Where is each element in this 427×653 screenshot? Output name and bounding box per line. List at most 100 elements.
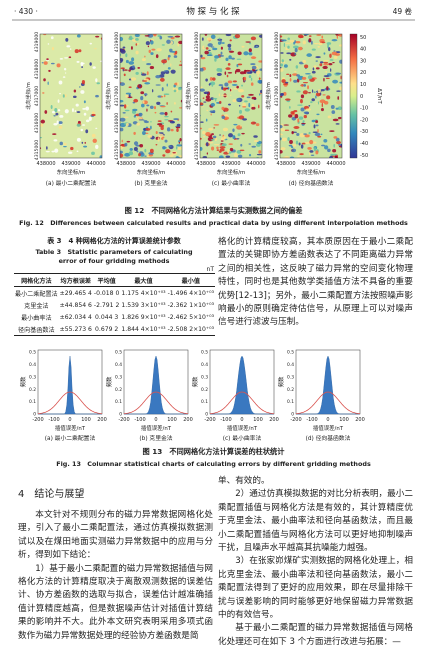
map-texture: [40, 34, 102, 158]
anomaly-blob: [151, 48, 156, 51]
anomaly-blob: [142, 80, 148, 82]
anomaly-blob: [200, 146, 203, 151]
anomaly-blob: [57, 109, 61, 112]
anomaly-blob: [144, 155, 147, 157]
anomaly-blob: [239, 149, 245, 152]
histogram-bars: [210, 355, 274, 415]
anomaly-blob: [170, 63, 172, 67]
anomaly-blob: [219, 146, 226, 149]
anomaly-blob: [200, 88, 205, 92]
anomaly-blob: [283, 42, 286, 48]
anomaly-blob: [280, 52, 284, 54]
anomaly-blob: [200, 127, 203, 130]
anomaly-blob: [331, 51, 338, 56]
anomaly-blob: [51, 47, 55, 51]
anomaly-blob: [291, 148, 297, 153]
colorbar-tick-label: 30: [360, 58, 366, 64]
anomaly-blob: [210, 97, 214, 100]
anomaly-blob: [305, 108, 311, 111]
x-tick-label: 100: [253, 417, 263, 423]
anomaly-blob: [340, 143, 342, 148]
anomaly-blob: [295, 140, 299, 145]
anomaly-blob: [250, 36, 257, 41]
y-axis-label: 频数: [19, 376, 27, 387]
anomaly-blob: [129, 147, 133, 151]
table-cell: -2.362 1×10⁺⁰³: [167, 301, 215, 309]
anomaly-blob: [92, 66, 96, 69]
y-tick-label: 0.2: [287, 387, 294, 393]
anomaly-blob: [283, 64, 288, 68]
anomaly-blob: [227, 43, 232, 48]
anomaly-blob: [167, 67, 171, 70]
anomaly-blob: [245, 41, 251, 43]
anomaly-blob: [218, 155, 224, 158]
x-tick-label: 440000: [246, 161, 265, 167]
anomaly-blob: [286, 73, 290, 76]
paragraph: 2）通过仿真模拟数据的对比分析表明，最小二乘配置插值与网格化方法是有效的，其计算…: [218, 489, 413, 554]
x-axis-label: 东向坐标/m: [297, 168, 326, 176]
anomaly-blob: [333, 136, 338, 139]
anomaly-blob: [56, 120, 59, 125]
anomaly-blob: [40, 147, 42, 150]
anomaly-blob: [216, 68, 221, 72]
anomaly-blob: [239, 109, 243, 114]
y-tick-label: 0.3: [29, 374, 36, 380]
anomaly-blob: [243, 51, 249, 56]
anomaly-blob: [212, 135, 217, 139]
anomaly-blob: [303, 111, 309, 114]
anomaly-blob: [100, 37, 102, 40]
anomaly-blob: [149, 65, 155, 70]
x-tick-label: -200: [204, 417, 215, 423]
histogram-panel: -200 -100 0 100 200 0.5 0.4 0.3 0.2 0.1 0 频数插值误差/nT…: [19, 350, 107, 442]
anomaly-blob: [337, 116, 342, 120]
anomaly-blob: [128, 69, 131, 72]
anomaly-blob: [62, 76, 66, 78]
anomaly-blob: [226, 74, 229, 78]
anomaly-blob: [150, 52, 154, 55]
colorbar-tick-label: -50: [360, 153, 368, 159]
anomaly-blob: [216, 146, 219, 150]
anomaly-blob: [41, 62, 44, 64]
x-tick-label: 0: [326, 417, 329, 423]
anomaly-blob: [146, 71, 149, 76]
anomaly-blob: [317, 101, 320, 105]
anomaly-blob: [76, 137, 81, 142]
colorbar-tick-label: 50: [360, 35, 366, 41]
anomaly-blob: [333, 143, 335, 148]
anomaly-blob: [253, 139, 259, 143]
x-tick-label: 439000: [141, 161, 160, 167]
x-tick-label: -100: [134, 417, 145, 423]
anomaly-blob: [258, 60, 262, 63]
journal-name: 物 探 与 化 探: [186, 6, 240, 17]
anomaly-blob: [76, 123, 81, 127]
anomaly-blob: [329, 130, 335, 132]
anomaly-blob: [320, 88, 325, 92]
anomaly-blob: [64, 57, 69, 59]
anomaly-blob: [205, 95, 210, 99]
anomaly-blob: [124, 152, 131, 157]
anomaly-blob: [221, 106, 225, 111]
anomaly-blob: [225, 57, 229, 62]
anomaly-blob: [47, 43, 50, 45]
anomaly-blob: [177, 81, 179, 86]
anomaly-blob: [200, 67, 204, 72]
anomaly-blob: [297, 34, 304, 39]
anomaly-blob: [168, 145, 172, 148]
table-cell: 1.826 9×10⁺⁰³: [121, 313, 166, 321]
anomaly-blob: [337, 106, 342, 111]
anomaly-blob: [80, 61, 84, 67]
anomaly-blob: [146, 108, 148, 112]
anomaly-blob: [204, 50, 209, 55]
y-tick-label: 4318000: [194, 59, 200, 80]
anomaly-blob: [164, 94, 166, 98]
anomaly-blob: [207, 54, 213, 56]
anomaly-blob: [333, 55, 338, 59]
anomaly-blob: [133, 146, 138, 152]
anomaly-blob: [144, 120, 149, 124]
table-cell: 克里金法: [24, 302, 49, 310]
y-tick-label: 4316000: [194, 113, 200, 134]
y-tick-label: 4316000: [114, 113, 120, 134]
anomaly-blob: [308, 105, 311, 107]
anomaly-blob: [176, 128, 179, 133]
